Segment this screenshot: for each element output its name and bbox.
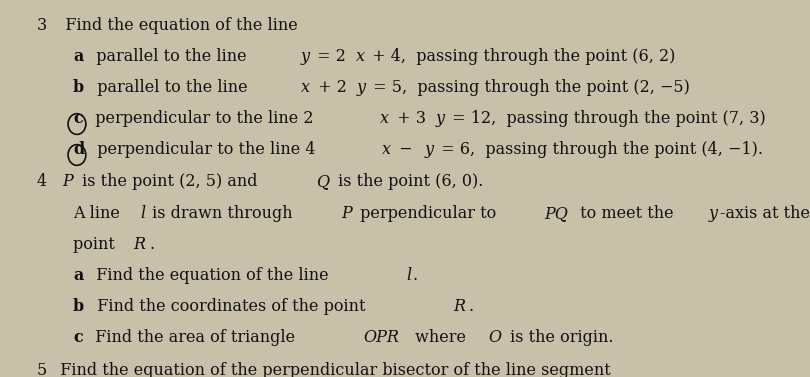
Text: perpendicular to the line 4: perpendicular to the line 4: [87, 141, 316, 158]
Text: PQ: PQ: [544, 205, 568, 222]
Text: + 2: + 2: [313, 79, 347, 96]
Text: d: d: [73, 141, 84, 158]
Text: .: .: [149, 236, 154, 253]
Text: a: a: [73, 48, 83, 65]
Text: Find the area of triangle: Find the area of triangle: [86, 329, 301, 346]
Text: O: O: [488, 329, 501, 346]
Text: .: .: [412, 267, 418, 284]
Text: = 12,  passing through the point (7, 3): = 12, passing through the point (7, 3): [447, 110, 766, 127]
Text: where: where: [410, 329, 471, 346]
Text: c: c: [73, 110, 83, 127]
Text: OPR: OPR: [363, 329, 399, 346]
Text: -axis at the: -axis at the: [720, 205, 810, 222]
Text: + 4,  passing through the point (6, 2): + 4, passing through the point (6, 2): [367, 48, 676, 65]
Text: l: l: [140, 205, 145, 222]
Text: y: y: [301, 48, 309, 65]
Text: = 6,  passing through the point (4, −1).: = 6, passing through the point (4, −1).: [436, 141, 763, 158]
Text: c: c: [73, 329, 83, 346]
Text: 3: 3: [36, 17, 47, 34]
Text: P: P: [341, 205, 352, 222]
Text: x: x: [301, 79, 310, 96]
Text: b: b: [73, 298, 84, 315]
Text: point: point: [73, 236, 120, 253]
Text: −: −: [394, 141, 417, 158]
Text: a: a: [73, 267, 83, 284]
Text: A line: A line: [73, 205, 125, 222]
Text: parallel to the line: parallel to the line: [87, 79, 253, 96]
Text: + 3: + 3: [392, 110, 426, 127]
Text: perpendicular to the line 2: perpendicular to the line 2: [86, 110, 314, 127]
Text: b: b: [73, 79, 84, 96]
Text: P: P: [62, 173, 74, 190]
Text: = 5,  passing through the point (2, −5): = 5, passing through the point (2, −5): [368, 79, 690, 96]
Text: x: x: [382, 141, 391, 158]
Text: y: y: [709, 205, 718, 222]
Text: 5: 5: [36, 362, 47, 377]
Text: R: R: [134, 236, 146, 253]
Text: parallel to the line: parallel to the line: [87, 48, 252, 65]
Text: x: x: [381, 110, 390, 127]
Text: Find the equation of the line: Find the equation of the line: [49, 17, 297, 34]
Text: Find the equation of the line: Find the equation of the line: [87, 267, 334, 284]
Text: to meet the: to meet the: [574, 205, 679, 222]
Text: .: .: [469, 298, 474, 315]
Text: = 2: = 2: [312, 48, 346, 65]
Text: y: y: [356, 79, 365, 96]
Text: R: R: [454, 298, 465, 315]
Text: 4: 4: [36, 173, 46, 190]
Text: perpendicular to: perpendicular to: [355, 205, 501, 222]
Text: y: y: [436, 110, 445, 127]
Text: is drawn through: is drawn through: [147, 205, 297, 222]
Text: Find the coordinates of the point: Find the coordinates of the point: [87, 298, 371, 315]
Text: l: l: [406, 267, 411, 284]
Text: is the origin.: is the origin.: [505, 329, 614, 346]
Text: Q: Q: [316, 173, 329, 190]
Text: is the point (2, 5) and: is the point (2, 5) and: [77, 173, 262, 190]
Text: is the point (6, 0).: is the point (6, 0).: [333, 173, 484, 190]
Text: x: x: [356, 48, 364, 65]
Text: Find the equation of the perpendicular bisector of the line segment: Find the equation of the perpendicular b…: [49, 362, 611, 377]
Text: y: y: [424, 141, 433, 158]
